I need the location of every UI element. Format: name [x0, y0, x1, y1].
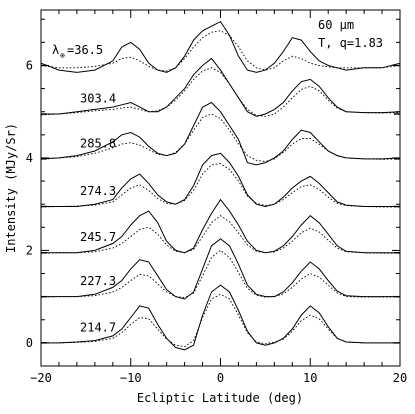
lambda-subscript: ⊕ — [60, 51, 65, 60]
observed-curve — [41, 152, 400, 208]
series-labels: λ ⊕ =36.5 303.4 285.8 274.3 245.7 227.3 214.7 — [52, 43, 116, 334]
model-curve — [40, 249, 400, 299]
series-label: 285.8 — [80, 136, 116, 150]
x-tick-label: 0 — [217, 371, 224, 385]
x-tick-label: 20 — [393, 371, 407, 385]
observed-curve — [40, 20, 401, 73]
series-curves — [40, 20, 401, 351]
y-tick-label: 6 — [26, 58, 33, 72]
series-label: 227.3 — [80, 274, 116, 288]
y-axis-label: Intensity (MJy/Sr) — [4, 123, 18, 253]
observed-curve — [40, 101, 401, 166]
lambda-symbol: λ — [52, 43, 59, 57]
y-tick-label: 0 — [26, 336, 33, 350]
series-label: =36.5 — [67, 43, 103, 57]
series-label: 303.4 — [80, 91, 116, 105]
model-annotation: T, q=1.83 — [318, 36, 383, 50]
wavelength-annotation: 60 μm — [318, 18, 354, 32]
series-label: 274.3 — [80, 184, 116, 198]
observed-curve — [41, 284, 400, 351]
x-tick-label: 10 — [303, 371, 317, 385]
model-curve — [40, 113, 401, 163]
x-axis-label: Ecliptic Latitude (deg) — [137, 391, 303, 405]
observed-curve — [41, 57, 401, 117]
model-curve — [40, 67, 401, 117]
observed-curve — [41, 238, 400, 300]
model-curve — [40, 30, 401, 72]
y-tick-label: 2 — [26, 243, 33, 257]
x-tick-label: −20 — [30, 371, 52, 385]
observed-curve — [41, 198, 400, 254]
series-label: 214.7 — [80, 320, 116, 334]
series-label: 245.7 — [80, 230, 116, 244]
y-tick-label: 4 — [26, 151, 33, 165]
x-tick-label: −10 — [120, 371, 142, 385]
